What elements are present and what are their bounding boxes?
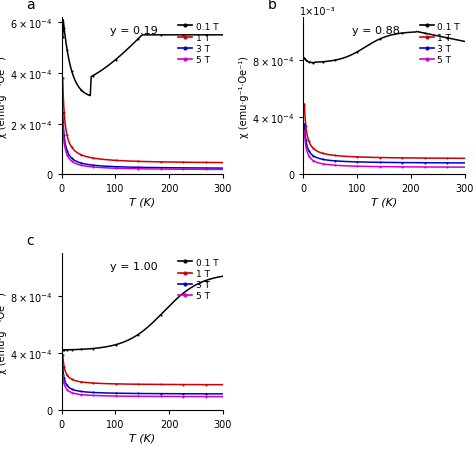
Legend: 0.1 T, 1 T, 3 T, 5 T: 0.1 T, 1 T, 3 T, 5 T: [179, 258, 218, 301]
Legend: 0.1 T, 1 T, 3 T, 5 T: 0.1 T, 1 T, 3 T, 5 T: [420, 23, 460, 65]
X-axis label: T (K): T (K): [129, 432, 155, 442]
Text: c: c: [26, 233, 34, 247]
Y-axis label: χ (emu·g⁻¹·Oe⁻¹): χ (emu·g⁻¹·Oe⁻¹): [239, 55, 249, 138]
Text: 1×10⁻³: 1×10⁻³: [300, 6, 336, 17]
X-axis label: T (K): T (K): [129, 197, 155, 207]
Text: y = 0.19: y = 0.19: [110, 26, 158, 36]
Text: y = 0.88: y = 0.88: [352, 26, 400, 36]
Text: b: b: [268, 0, 277, 12]
Text: y = 1.00: y = 1.00: [110, 261, 157, 272]
X-axis label: T (K): T (K): [371, 197, 397, 207]
Y-axis label: χ (emu·g⁻¹·Oe⁻¹): χ (emu·g⁻¹·Oe⁻¹): [0, 55, 8, 138]
Y-axis label: χ (emu·g⁻¹·Oe⁻¹): χ (emu·g⁻¹·Oe⁻¹): [0, 291, 8, 373]
Text: a: a: [26, 0, 35, 12]
Legend: 0.1 T, 1 T, 3 T, 5 T: 0.1 T, 1 T, 3 T, 5 T: [179, 23, 218, 65]
